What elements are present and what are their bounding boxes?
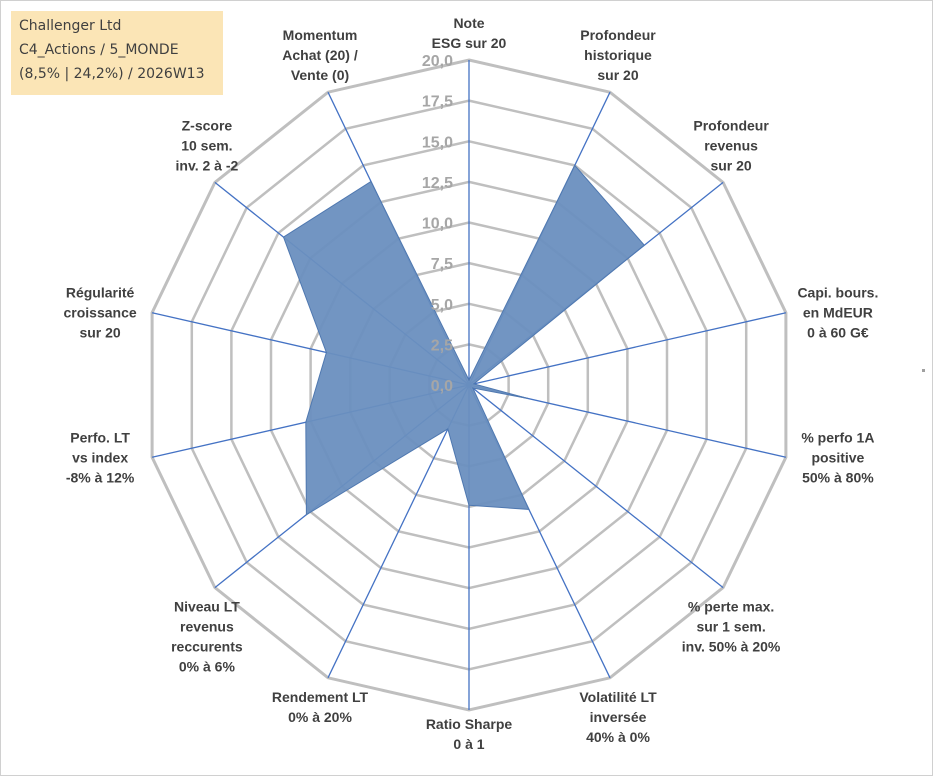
axis-label-line: 0 à 1 — [453, 736, 484, 752]
tick-label: 5,0 — [431, 297, 453, 314]
tick-label: 12,5 — [422, 175, 453, 192]
axis-label-line: Volatilité LT — [579, 689, 657, 705]
axis-label: Niveau LT revenus reccurents 0% à 6% — [171, 599, 243, 675]
data-point — [528, 508, 530, 510]
axis-label: Note ESG sur 20 — [432, 15, 507, 51]
tick-label: 7,5 — [431, 256, 453, 273]
axis-label-line: Profondeur — [693, 117, 769, 133]
axis-label-line: sur 20 — [710, 157, 751, 173]
axis-label-line: Achat (20) / — [282, 47, 358, 63]
axis-label-line: Z-score — [182, 117, 233, 133]
axis-label: Volatilité LT inversée 40% à 0% — [579, 689, 657, 745]
axis-label-line: Profondeur — [580, 27, 656, 43]
series-layer — [282, 164, 646, 516]
axis-label: % perte max. sur 1 sem. inv. 50% à 20% — [682, 599, 781, 655]
axis-label-line: en MdEUR — [803, 305, 873, 321]
data-point — [305, 514, 307, 516]
data-point — [468, 379, 470, 381]
data-point — [325, 352, 327, 353]
axis-label: Profondeur historique sur 20 — [580, 27, 656, 83]
axis-label-line: % perfo 1A — [801, 429, 874, 445]
data-point — [473, 383, 475, 385]
axis-label: Z-score 10 sem. inv. 2 à -2 — [176, 117, 239, 173]
info-box: Challenger Ltd C4_Actions / 5_MONDE (8,5… — [11, 11, 223, 95]
data-point — [305, 421, 307, 423]
axis-label-line: vs index — [72, 449, 128, 465]
axis-label: Perfo. LT vs index -8% à 12% — [66, 429, 135, 485]
scroll-marker — [922, 369, 925, 372]
data-point — [527, 397, 529, 399]
axis-label-line: inv. 50% à 20% — [682, 639, 781, 655]
tick-label: 20,0 — [422, 53, 453, 70]
tick-label: 0,0 — [431, 378, 453, 395]
axis-label-line: 0% à 6% — [179, 659, 236, 675]
label-layer: Note ESG sur 20 Profondeur historique sur 20… — [64, 15, 879, 752]
data-point — [574, 164, 576, 166]
performance-stats: (8,5% | 24,2%) / 2026W13 — [19, 66, 205, 82]
data-point — [472, 387, 474, 389]
tick-label: 10,0 — [422, 216, 453, 233]
data-point — [447, 428, 449, 430]
axis-label-line: 10 sem. — [181, 137, 232, 153]
axis-label-line: revenus — [180, 619, 234, 635]
axis-label-line: Niveau LT — [174, 599, 240, 615]
axis-label-line: 50% à 80% — [802, 469, 874, 485]
portfolio-name: C4_Actions / 5_MONDE — [19, 42, 179, 58]
axis-label-line: reccurents — [171, 639, 243, 655]
axis-label-line: % perte max. — [688, 599, 774, 615]
axis-label: Momentum Achat (20) / Vente (0) — [282, 27, 358, 83]
axis-label-line: croissance — [64, 305, 137, 321]
axis-label-line: revenus — [704, 137, 758, 153]
axis-label-line: sur 20 — [79, 325, 120, 341]
data-point — [468, 504, 470, 506]
axis-label: Capi. bours. en MdEUR 0 à 60 G€ — [797, 285, 878, 341]
axis-label-line: Rendement LT — [272, 689, 369, 705]
axis-label-line: Note — [453, 15, 484, 31]
tick-layer: 0,0 2,5 5,0 7,5 10,0 12,5 15,0 17,5 20,0 — [422, 53, 453, 395]
axis-label-line: historique — [584, 47, 652, 63]
axis-label-line: sur 20 — [597, 67, 638, 83]
axis-label-line: Momentum — [283, 27, 358, 43]
axis-label-line: inversée — [590, 709, 647, 725]
data-point — [283, 236, 284, 238]
data-point — [643, 244, 645, 246]
axis-label: Régularité croissance sur 20 — [64, 285, 137, 341]
axis-spoke — [468, 312, 787, 386]
axis-label-line: Vente (0) — [291, 67, 349, 83]
data-point — [370, 181, 372, 182]
tick-label: 15,0 — [422, 134, 453, 151]
axis-spoke — [468, 384, 724, 589]
axis-label-line: Capi. bours. — [797, 285, 878, 301]
axis-label-line: 40% à 0% — [586, 729, 650, 745]
tick-label: 2,5 — [431, 337, 453, 354]
axis-label-line: Régularité — [66, 285, 135, 301]
tick-label: 17,5 — [422, 94, 453, 111]
axis-label-line: -8% à 12% — [66, 469, 135, 485]
axis-label-line: inv. 2 à -2 — [176, 157, 239, 173]
axis-label-line: sur 1 sem. — [696, 619, 765, 635]
axis-label-line: ESG sur 20 — [432, 35, 507, 51]
axis-spoke — [327, 384, 470, 679]
axis-label-line: positive — [811, 449, 864, 465]
company-name: Challenger Ltd — [19, 18, 122, 34]
axis-label: % perfo 1A positive 50% à 80% — [801, 429, 874, 485]
axis-label-line: 0% à 20% — [288, 709, 352, 725]
series-area — [282, 164, 646, 516]
axis-label: Rendement LT 0% à 20% — [272, 689, 369, 725]
axis-label: Profondeur revenus sur 20 — [693, 117, 769, 173]
axis-label-line: 0 à 60 G€ — [807, 325, 869, 341]
axis-label-line: Perfo. LT — [70, 429, 130, 445]
axis-label: Ratio Sharpe 0 à 1 — [426, 716, 513, 752]
axis-label-line: Ratio Sharpe — [426, 716, 513, 732]
